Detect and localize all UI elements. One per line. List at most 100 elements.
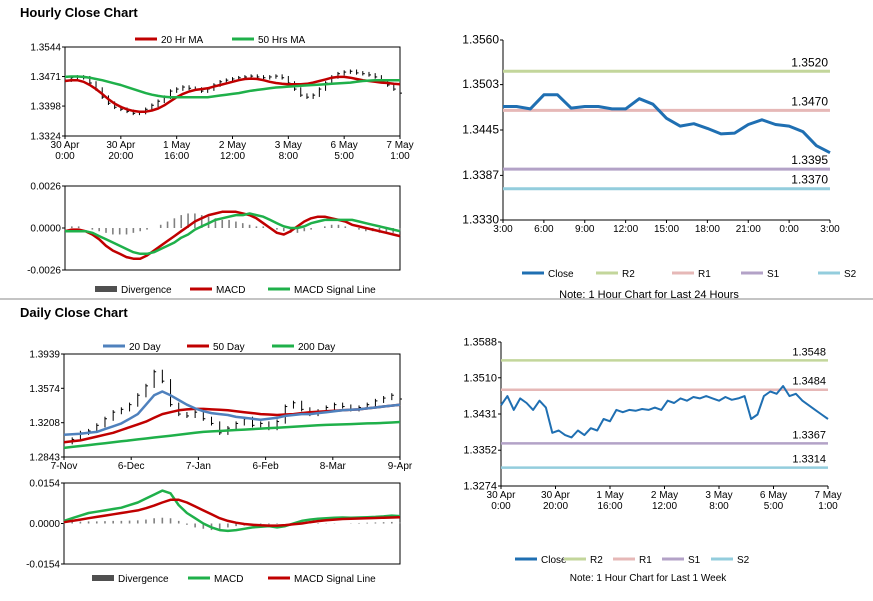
daily-legend-divergence-swatch	[92, 575, 114, 581]
weekly-pivot-note: Note: 1 Hour Chart for Last 1 Week	[570, 573, 728, 584]
hourly-legend-divergence-swatch	[95, 286, 117, 292]
daily-200-day-line	[63, 420, 401, 450]
hourly-pivot-legend-s1-label: S1	[767, 269, 780, 280]
hourly-price-xtick-3-1: 12:00	[220, 151, 245, 162]
weekly-pivot-xtick-5-1: 5:00	[764, 501, 784, 512]
daily-section-title: Daily Close Chart	[20, 305, 128, 320]
hourly-pivot-xtick-5-0: 18:00	[695, 224, 720, 235]
hourly-pivot-legend-close-label: Close	[548, 269, 574, 280]
hourly-legend-macd-label: MACD	[216, 285, 245, 296]
hourly-pivot-level-label-s2: 1.3370	[791, 173, 828, 187]
hourly-price-xtick-4-1: 8:00	[279, 151, 299, 162]
weekly-pivot-xtick-5-0: 6 May	[760, 490, 787, 501]
weekly-pivot-ytick-2: 1.3431	[463, 409, 497, 421]
hourly-macd-line	[64, 210, 401, 260]
daily-macd-frame	[63, 482, 401, 565]
hourly-pivot-legend-r2-label: R2	[622, 269, 635, 280]
hourly-price-xtick-5-0: 6 May	[331, 140, 358, 151]
hourly-price-xtick-3-0: 2 May	[219, 140, 246, 151]
weekly-pivot-level-label-s2: 1.3314	[792, 454, 826, 466]
weekly-pivot-legend-r2-label: R2	[590, 555, 603, 566]
hourly-pivot-xtick-2-0: 9:00	[575, 224, 595, 235]
hourly-pivot-xtick-7-0: 0:00	[779, 224, 799, 235]
weekly-pivot-xtick-6-0: 7 May	[814, 490, 841, 501]
hourly-price-xtick-6-1: 1:00	[390, 151, 410, 162]
hourly-price-xtick-1-1: 20:00	[108, 151, 133, 162]
hourly-20hr-ma-line	[64, 75, 401, 113]
daily-legend-50-day-label: 50 Day	[213, 342, 245, 353]
weekly-pivot-xtick-6-1: 1:00	[818, 501, 838, 512]
hourly-price-ytick-0: 1.3544	[30, 43, 61, 54]
hourly-macd-signal-line	[65, 212, 401, 256]
hourly-pivot-ytick-3: 1.3387	[462, 168, 499, 182]
daily-price-ytick-0: 1.3939	[29, 350, 60, 361]
daily-macd-signal-line	[63, 498, 401, 527]
hourly-close-ohlc-group	[64, 69, 402, 116]
hourly-section-title: Hourly Close Chart	[20, 5, 138, 20]
daily-price-ytick-3: 1.2843	[29, 453, 60, 464]
weekly-pivot-legend-s2-label: S2	[737, 555, 750, 566]
daily-legend-macd-signal-label: MACD Signal Line	[294, 574, 376, 585]
hourly-pivot-xtick-1-0: 6:00	[534, 224, 554, 235]
hourly-50hrs-ma-line	[64, 75, 400, 99]
hourly-pivot-close-line	[503, 93, 831, 155]
weekly-pivot-level-label-s1: 1.3367	[792, 429, 826, 441]
hourly-pivot-xtick-4-0: 15:00	[654, 224, 679, 235]
weekly-pivot-ytick-0: 1.3588	[463, 337, 497, 349]
weekly-pivot-legend-s1-label: S1	[688, 555, 701, 566]
hourly-macd-frame	[64, 185, 401, 271]
hourly-price-xtick-0-1: 0:00	[55, 151, 75, 162]
daily-legend-macd-label: MACD	[214, 574, 243, 585]
hourly-price-xtick-0-0: 30 Apr	[51, 140, 81, 151]
hourly-pivot-xtick-3-0: 12:00	[613, 224, 638, 235]
hourly-pivot-ytick-0: 1.3560	[462, 33, 499, 47]
weekly-pivot-ytick-3: 1.3352	[463, 445, 497, 457]
daily-price-xtick-2-0: 7-Jan	[186, 461, 211, 472]
daily-legend-200-day-label: 200 Day	[298, 342, 335, 353]
hourly-price-xtick-1-0: 30 Apr	[106, 140, 136, 151]
daily-macd-line	[63, 489, 401, 533]
daily-price-xtick-3-0: 6-Feb	[253, 461, 280, 472]
hourly-price-xtick-2-1: 16:00	[164, 151, 189, 162]
hourly-macd-ytick-0: 0.0026	[30, 182, 61, 193]
daily-20-day-line	[63, 390, 401, 436]
daily-legend-divergence-label: Divergence	[118, 574, 169, 585]
weekly-pivot-xtick-4-0: 3 May	[705, 490, 732, 501]
hourly-price-ytick-3: 1.3324	[30, 132, 61, 143]
hourly-pivot-level-label-r1: 1.3470	[791, 94, 828, 108]
weekly-pivot-xtick-2-1: 16:00	[597, 501, 622, 512]
weekly-pivot-ytick-4: 1.3274	[463, 481, 497, 493]
daily-price-ytick-2: 1.3208	[29, 418, 60, 429]
hourly-price-xtick-5-1: 5:00	[334, 151, 354, 162]
daily-price-xtick-4-0: 8-Mar	[320, 461, 347, 472]
hourly-pivot-xtick-0-0: 3:00	[493, 224, 513, 235]
hourly-price-frame	[64, 46, 401, 137]
weekly-pivot-xtick-0-1: 0:00	[491, 501, 511, 512]
weekly-pivot-ytick-1: 1.3510	[463, 372, 497, 384]
hourly-price-ytick-2: 1.3398	[30, 102, 61, 113]
weekly-pivot-xtick-1-1: 20:00	[543, 501, 568, 512]
hourly-legend-macd-signal-label: MACD Signal Line	[294, 285, 376, 296]
hourly-pivot-legend-s2-label: S2	[844, 269, 857, 280]
hourly-pivot-note: Note: 1 Hour Chart for Last 24 Hours	[559, 289, 739, 301]
hourly-pivot-ytick-4: 1.3330	[462, 213, 499, 227]
weekly-pivot-xtick-3-0: 2 May	[651, 490, 678, 501]
daily-price-xtick-1-0: 6-Dec	[118, 461, 145, 472]
hourly-legend-20hr-ma-label: 20 Hr MA	[161, 35, 204, 46]
hourly-legend-divergence-label: Divergence	[121, 285, 172, 296]
hourly-price-xtick-4-0: 3 May	[275, 140, 302, 151]
weekly-pivot-level-label-r1: 1.3484	[792, 376, 826, 388]
hourly-pivot-level-label-s1: 1.3395	[791, 153, 828, 167]
hourly-pivot-level-label-r2: 1.3520	[791, 55, 828, 69]
weekly-pivot-xtick-0-0: 30 Apr	[487, 490, 517, 501]
weekly-pivot-legend-close-label: Close	[541, 555, 567, 566]
weekly-pivot-level-label-r2: 1.3548	[792, 346, 826, 358]
weekly-pivot-xtick-4-1: 8:00	[709, 501, 729, 512]
hourly-legend-50hrs-ma-label: 50 Hrs MA	[258, 35, 306, 46]
daily-legend-20-day-label: 20 Day	[129, 342, 161, 353]
hourly-pivot-ytick-2: 1.3445	[462, 123, 499, 137]
daily-macd-ytick-1: 0.0000	[29, 519, 60, 530]
hourly-macd-ytick-1: 0.0000	[30, 224, 61, 235]
hourly-price-xtick-6-0: 7 May	[386, 140, 413, 151]
